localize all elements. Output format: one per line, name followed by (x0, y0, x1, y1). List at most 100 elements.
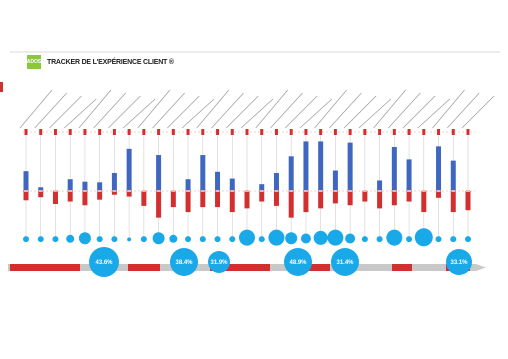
journey-stage[interactable] (414, 98, 451, 247)
phase-score-label: 31.4% (336, 260, 354, 266)
touchpoint-label (432, 89, 465, 129)
phase-score-label: 43.6% (95, 260, 113, 266)
journey-stage[interactable] (358, 98, 392, 243)
zero-tick (362, 190, 367, 192)
phase-segment (210, 264, 270, 271)
journey-stage[interactable] (402, 95, 436, 243)
score-bubble (313, 230, 328, 245)
positive-bar (82, 181, 88, 191)
touchpoint-label (122, 98, 156, 129)
journey-stage[interactable] (432, 89, 465, 243)
positive-bar (185, 179, 191, 191)
touchpoint-label (373, 89, 406, 129)
journey-stage[interactable] (152, 92, 185, 245)
negative-bar (23, 191, 29, 201)
journey-stage[interactable] (211, 92, 244, 243)
journey-stage[interactable] (167, 95, 200, 243)
negative-bar (244, 191, 250, 209)
touchpoint-label (211, 92, 244, 129)
negative-bar (288, 191, 294, 218)
positive-bar (259, 184, 265, 191)
phase-segment (128, 264, 160, 271)
zero-tick (53, 190, 58, 192)
score-bubble (327, 229, 344, 246)
negative-bar (229, 191, 235, 213)
score-bubble (376, 236, 383, 243)
journey-stage[interactable] (122, 98, 156, 242)
touchpoint-marker (53, 129, 57, 135)
touchpoint-label (152, 92, 185, 129)
touchpoint-marker (216, 129, 220, 135)
journey-stage[interactable] (373, 89, 406, 243)
journey-stage[interactable] (386, 92, 421, 246)
negative-bar (332, 191, 338, 204)
touchpoint-marker (392, 129, 396, 135)
phase-score-bubble (446, 249, 472, 275)
journey-stage[interactable] (461, 95, 495, 243)
journey-stage[interactable] (239, 98, 274, 246)
journey-stage[interactable] (34, 92, 67, 243)
negative-bar (38, 191, 44, 198)
zero-tick (245, 190, 249, 192)
journey-stage[interactable] (19, 89, 53, 243)
negative-bar (111, 191, 117, 195)
journey-stage[interactable] (313, 89, 347, 245)
score-bubble (66, 234, 75, 243)
positive-bar (200, 155, 206, 191)
touchpoint-label (240, 98, 274, 129)
score-bubble (258, 236, 265, 243)
touchpoint-label (270, 92, 303, 129)
score-bubble (96, 236, 103, 243)
journey-stage[interactable] (447, 92, 480, 243)
negative-bar (391, 191, 397, 206)
touchpoint-label (299, 98, 333, 129)
touchpoint-marker (157, 129, 161, 135)
journey-stage[interactable] (268, 92, 303, 246)
journey-stage[interactable] (181, 98, 215, 243)
negative-bar (406, 191, 412, 202)
zero-tick (348, 190, 353, 192)
journey-stage[interactable] (78, 89, 112, 245)
touchpoint-label (137, 89, 171, 129)
score-bubble (214, 236, 221, 243)
journey-stage[interactable] (49, 95, 82, 243)
touchpoint-label (314, 89, 347, 129)
journey-stage[interactable] (255, 89, 289, 243)
touchpoint-marker (333, 129, 337, 135)
header: ADOS TRACKER DE L'EXPÉRIENCE CLIENT ® (27, 55, 174, 69)
score-bubble (23, 236, 29, 243)
score-bubble (152, 232, 165, 245)
touchpoint-label (34, 92, 67, 129)
score-bubble (37, 236, 44, 243)
touchpoint-marker (289, 129, 293, 135)
touchpoint-label (417, 98, 451, 129)
journey-stage[interactable] (137, 89, 171, 243)
zero-tick (68, 190, 73, 192)
negative-bar (347, 191, 353, 206)
touchpoint-label (63, 98, 97, 129)
journey-stage[interactable] (343, 95, 377, 244)
zero-tick (24, 190, 28, 192)
touchpoint-marker (171, 129, 175, 135)
journey-stage[interactable] (284, 95, 318, 245)
touchpoint-marker (142, 129, 146, 135)
journey-stage[interactable] (327, 92, 362, 246)
touchpoint-label (255, 89, 289, 129)
touchpoint-label (19, 89, 53, 129)
touchpoint-marker (378, 129, 382, 135)
brand-logo-text: ADOS (26, 59, 42, 65)
journey-stage[interactable] (63, 98, 97, 243)
negative-bar (259, 191, 265, 202)
journey-stage[interactable] (93, 92, 126, 243)
journey-stage[interactable] (226, 95, 259, 243)
negative-bar (82, 191, 88, 206)
score-bubble (140, 236, 147, 243)
journey-stage[interactable] (196, 89, 230, 243)
phase-segment (300, 264, 330, 271)
journey-stage[interactable] (108, 95, 141, 243)
journey-stage[interactable] (299, 98, 333, 244)
negative-bar (362, 191, 368, 202)
negative-bar (97, 191, 103, 200)
positive-bar (38, 187, 44, 191)
phase-segment (392, 264, 412, 271)
